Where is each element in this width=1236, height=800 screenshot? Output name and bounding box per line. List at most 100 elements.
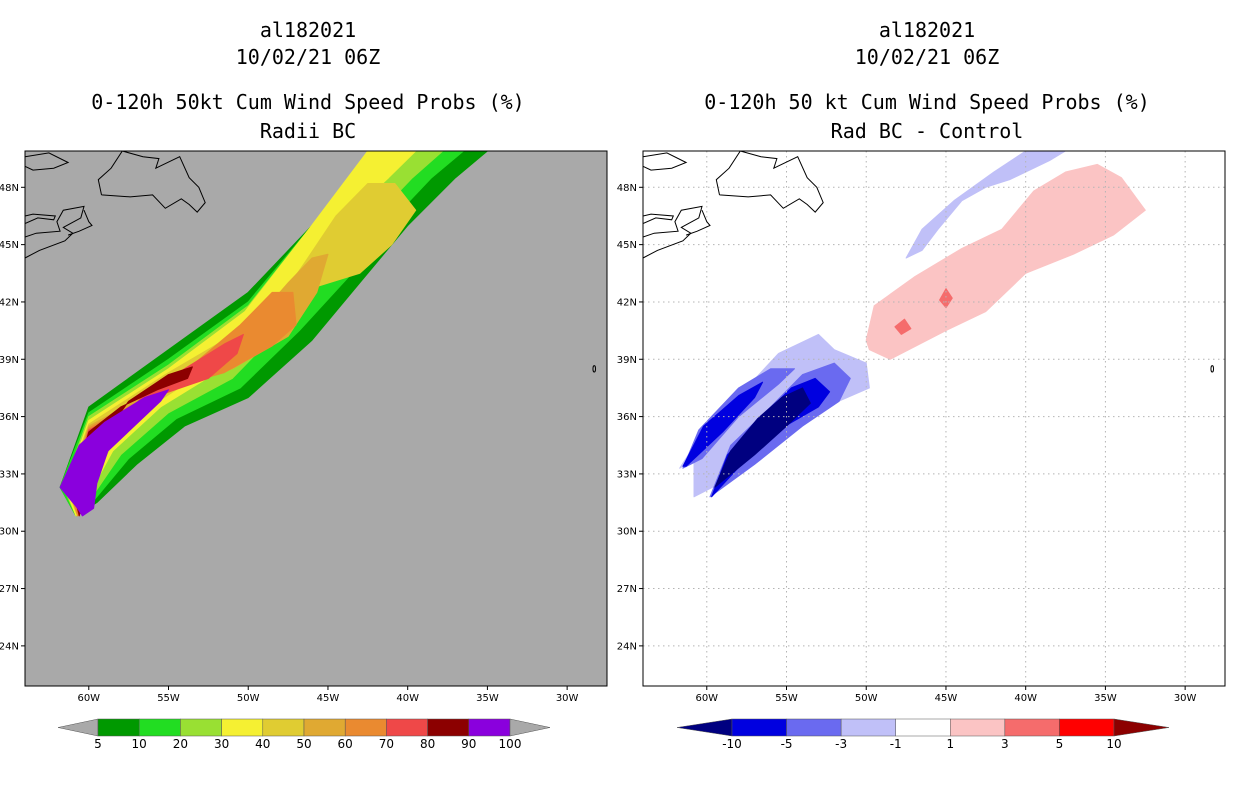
right-ytick-label-6: 42N [617,297,637,308]
left-title-line-4: Radii BC [259,119,357,143]
left-coastline-4 [67,210,93,236]
right-contour--10-6 [714,387,811,488]
right-island-mark [1210,365,1215,373]
right-contour-3-9 [939,288,953,309]
left-ytick-label-3: 33N [0,469,19,480]
left-xtick-label-4: 40W [396,693,419,704]
right-ytick-label-4: 36N [617,412,637,423]
left-xtick-label-0: 60W [77,693,100,704]
left-colorbar-box-0 [97,718,140,737]
right-map-frame [642,150,1226,687]
left-colorbar-box-7 [386,718,428,737]
left-ytick-label-4: 36N [0,412,19,423]
left-ytick-label-7: 45N [0,240,19,251]
right-colorbar-label-0: -10 [722,737,742,751]
left-contour-90-9 [59,389,169,517]
right-xtick-label-6: 30W [1174,693,1197,704]
left-ytick-label-2: 30N [0,527,19,538]
right-xtick-label-0: 60W [695,693,718,704]
left-colorbar-label-5: 50 [296,737,311,751]
right-coastline-0 [643,152,688,171]
right-ytick-label-5: 39N [617,355,637,366]
right-coastline-4 [685,210,711,236]
left-coastline-2 [25,205,85,259]
left-colorbar-box-3 [221,718,264,737]
left-colorbar-label-3: 30 [214,737,229,751]
right-xtick-label-5: 35W [1094,693,1117,704]
left-ytick-label-1: 27N [0,584,19,595]
right-colorbar-over-arrow [1113,718,1170,737]
left-title-line-1: al182021 [259,18,357,42]
left-colorbar-label-10: 100 [499,737,522,751]
left-coastline-3 [25,213,57,225]
left-coastline-1 [97,151,206,213]
left-island-mark [592,365,597,373]
right-coastline-2 [643,205,703,259]
left-colorbar-label-2: 20 [173,737,188,751]
right-contour--5-4 [682,381,764,467]
right-map-area [643,151,1225,686]
left-ytick-label-6: 42N [0,297,19,308]
right-title-line-2: 10/02/21 06Z [854,45,1000,69]
left-colorbar-label-9: 90 [461,737,476,751]
right-ytick-label-3: 33N [617,469,637,480]
left-coastline-0 [25,152,70,171]
left-colorbar-box-6 [344,718,387,737]
left-xtick-label-3: 45W [317,693,340,704]
right-colorbar-box-6 [1059,718,1115,737]
right-xtick-label-1: 55W [775,693,798,704]
left-colorbar-under-arrow [57,718,99,737]
right-xtick-label-2: 50W [855,693,878,704]
right-contour--1-1 [905,151,1066,259]
right-colorbar-box-0 [731,718,787,737]
right-colorbar-box-4 [950,718,1006,737]
right-ytick-label-1: 27N [617,584,637,595]
left-xtick-label-6: 30W [556,693,579,704]
left-xtick-label-5: 35W [476,693,499,704]
left-colorbar-label-8: 80 [420,737,435,751]
left-xtick-label-2: 50W [237,693,260,704]
left-colorbar-over-arrow [509,718,551,737]
left-colorbar-box-2 [180,718,222,737]
right-contour-1-7 [865,163,1146,360]
right-title-line-4: Rad BC - Control [830,119,1024,143]
left-colorbar-label-4: 40 [255,737,270,751]
left-xtick-label-1: 55W [157,693,180,704]
right-colorbar-label-6: 5 [1056,737,1064,751]
left-colorbar-label-0: 5 [94,737,102,751]
right-colorbar-label-7: 10 [1106,737,1121,751]
right-colorbar-label-3: -1 [890,737,902,751]
left-colorbar-box-5 [303,718,346,737]
right-colorbar-label-4: 1 [946,737,954,751]
left-contour-30-3 [64,151,448,517]
left-colorbar-box-4 [262,718,305,737]
left-title-line-3: 0-120h 50kt Cum Wind Speed Probs (%) [91,90,525,114]
left-ytick-label-5: 39N [0,355,19,366]
right-ytick-label-8: 48N [617,183,637,194]
left-colorbar-box-1 [138,718,181,737]
left-map-frame [24,150,608,687]
left-ytick-label-0: 24N [0,641,19,652]
right-colorbar-box-2 [840,718,896,737]
right-ytick-label-7: 45N [617,240,637,251]
left-map-area [25,151,597,517]
right-coastline-3 [643,213,675,225]
left-colorbar-label-6: 60 [338,737,353,751]
left-colorbar-label-1: 10 [132,737,147,751]
left-colorbar-label-7: 70 [379,737,394,751]
left-colorbar-box-8 [427,718,470,737]
right-colorbar-box-5 [1004,718,1060,737]
right-colorbar-box-1 [786,718,842,737]
right-ytick-label-0: 24N [617,641,637,652]
right-title-line-1: al182021 [878,18,976,42]
right-colorbar-box-3 [895,718,951,737]
left-title-line-2: 10/02/21 06Z [235,45,381,69]
left-colorbar-box-9 [468,718,511,737]
right-xtick-label-3: 45W [935,693,958,704]
right-xtick-label-4: 40W [1014,693,1037,704]
right-colorbar-label-5: 3 [1001,737,1009,751]
right-colorbar-label-2: -3 [835,737,847,751]
right-contour-3-8 [894,318,912,335]
right-title-line-3: 0-120h 50 kt Cum Wind Speed Probs (%) [704,90,1150,114]
